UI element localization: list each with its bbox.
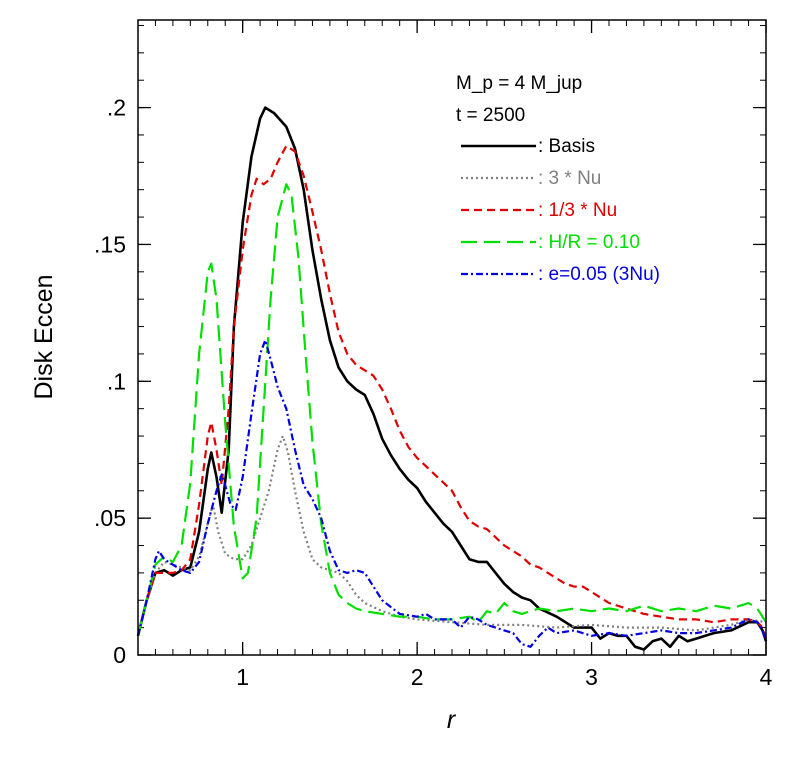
series-line-1 (136, 434, 767, 637)
time-annotation: t = 2500 (456, 105, 525, 126)
x-tick-label: 4 (760, 664, 773, 690)
legend-label-1: : 3 * Nu (538, 168, 601, 189)
legend: : Basis : 3 * Nu : 1/3 * Nu : H/R = 0.10 : e… (461, 136, 660, 285)
plot-frame (137, 19, 767, 656)
y-tick-label: .1 (107, 368, 126, 394)
y-tick-label: .2 (107, 95, 126, 121)
legend-label-2: : 1/3 * Nu (538, 200, 617, 221)
x-tick-label: 2 (411, 664, 424, 690)
tick-labels: 1 2 3 4 0 .05 .1 .15 .2 (94, 95, 773, 690)
y-tick-label: .05 (94, 505, 126, 531)
legend-label-0: : Basis (538, 136, 595, 157)
planet-mass-annotation: M_p = 4 M_jup (456, 73, 582, 94)
legend-label-3: : H/R = 0.10 (538, 232, 640, 253)
x-tick-label: 3 (585, 664, 598, 690)
series-line-2 (136, 144, 768, 639)
y-tick-label: 0 (113, 642, 126, 668)
y-tick-label: .15 (94, 231, 126, 257)
series-line-0 (136, 106, 768, 651)
x-tick-label: 1 (236, 664, 249, 690)
y-axis-label: Disk Eccen (30, 274, 58, 399)
series-lines (136, 106, 768, 651)
series-line-3 (136, 183, 767, 637)
legend-label-4: : e=0.05 (3Nu) (538, 264, 660, 285)
x-axis-label: r (447, 706, 457, 734)
annotations: M_p = 4 M_jup t = 2500 (456, 73, 582, 126)
